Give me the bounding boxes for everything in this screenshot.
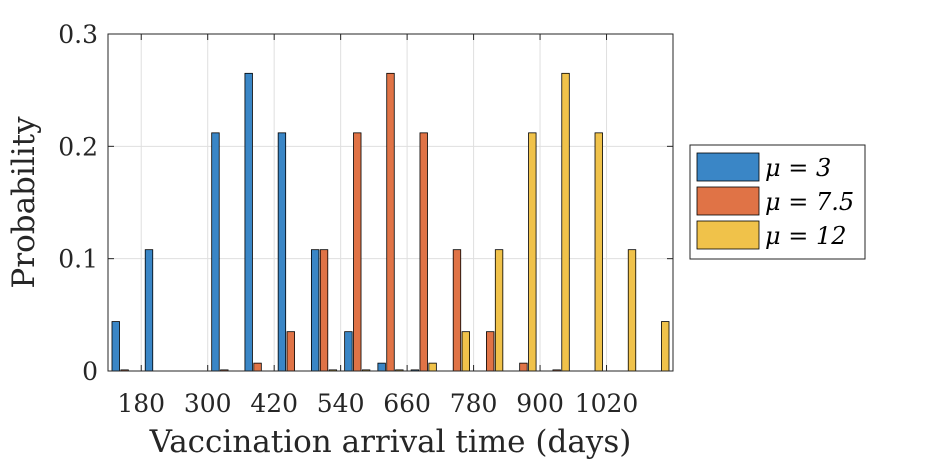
- y-tick-label: 0.3: [58, 20, 98, 49]
- bar-series-1: [377, 362, 386, 372]
- bar-series-1: [277, 132, 287, 372]
- bar-series-1: [144, 249, 154, 372]
- y-tick-label: 0.1: [58, 245, 98, 274]
- bar-series-3: [428, 362, 437, 372]
- y-tick-label: 0: [82, 357, 98, 386]
- bar-series-1: [310, 249, 320, 372]
- bar-series-1: [211, 132, 220, 372]
- legend-swatch: [696, 152, 760, 182]
- bar-series-3: [627, 249, 637, 372]
- bar-series-2: [452, 249, 462, 372]
- bar-series-2: [353, 132, 362, 372]
- plot-area-frame: [107, 33, 674, 372]
- bar-series-1: [344, 331, 353, 372]
- bars: [111, 72, 670, 372]
- bar-series-1: [111, 321, 120, 372]
- bar-series-2: [319, 249, 329, 372]
- bar-series-2: [419, 132, 428, 372]
- x-tick-label: 780: [450, 389, 498, 418]
- legend-entry-label: μ = 3: [765, 154, 831, 182]
- y-axis-ticks: 0 0.1 0.2 0.3: [58, 20, 673, 386]
- x-tick-label: 180: [117, 389, 165, 418]
- legend-swatch: [696, 186, 760, 216]
- bar-series-3: [461, 331, 471, 372]
- x-axis-label: Vaccination arrival time (days): [149, 424, 632, 460]
- bar-series-2: [253, 362, 262, 372]
- y-tick-label: 0.2: [58, 132, 98, 161]
- bar-series-2: [486, 331, 495, 372]
- legend-entry-label: μ = 12: [765, 222, 847, 250]
- bar-series-1: [244, 72, 253, 372]
- y-axis-label: Probability: [6, 116, 42, 289]
- bar-series-2: [386, 72, 395, 372]
- x-tick-label: 1020: [575, 389, 639, 418]
- x-tick-label: 300: [184, 389, 232, 418]
- x-tick-label: 660: [383, 389, 431, 418]
- bar-series-2: [286, 331, 295, 372]
- x-axis-ticks: 180 300 420 540 660 780 900 1020: [117, 34, 638, 418]
- bar-series-3: [594, 132, 603, 372]
- legend-swatch: [696, 220, 760, 250]
- x-tick-label: 540: [317, 389, 365, 418]
- legend: μ = 3 μ = 7.5 μ = 12: [689, 144, 866, 260]
- x-tick-label: 900: [516, 389, 564, 418]
- bar-series-3: [561, 72, 570, 372]
- bar-series-3: [528, 132, 537, 372]
- bar-series-3: [494, 249, 504, 372]
- legend-entry-label: μ = 7.5: [765, 188, 854, 216]
- bar-series-3: [661, 321, 670, 372]
- bar-series-2: [519, 362, 528, 372]
- x-tick-label: 420: [250, 389, 298, 418]
